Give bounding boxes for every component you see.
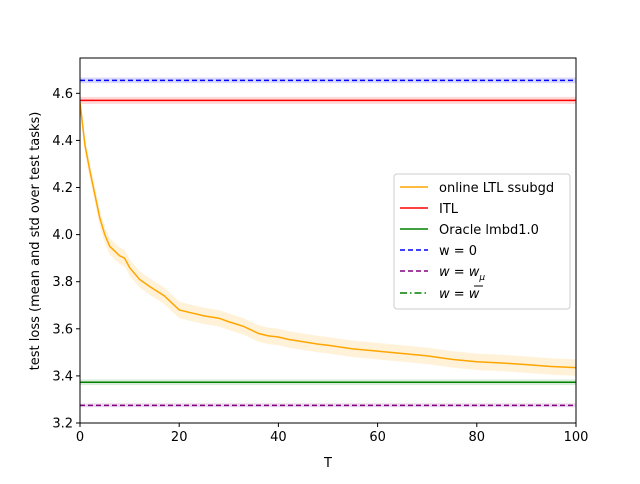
legend-label-itl: ITL — [439, 202, 459, 217]
x-tick-label: 0 — [76, 430, 84, 445]
legend-label-oracle: Oracle lmbd1.0 — [439, 223, 539, 238]
x-tick-label: 40 — [270, 430, 287, 445]
x-tick-label: 100 — [564, 430, 589, 445]
y-tick-label: 4.2 — [52, 181, 73, 196]
x-axis-label: T — [323, 456, 332, 471]
y-axis: 3.2 3.4 3.6 3.8 4.0 4.2 4.4 4.6 — [52, 87, 80, 432]
x-tick-label: 60 — [369, 430, 386, 445]
legend-box — [393, 173, 571, 310]
series-line-online-ltl-ssubgd — [80, 102, 576, 369]
y-tick-label: 4.4 — [52, 134, 73, 149]
y-axis-label: test loss (mean and std over test tasks) — [28, 112, 43, 371]
legend: online LTL ssubgd ITL Oracle lmbd1.0 w =… — [393, 173, 571, 310]
x-axis: 0 20 40 60 80 100 — [76, 423, 589, 445]
legend-label-w-mu: w = wμ — [439, 265, 485, 283]
legend-label-w-mu-sub: μ — [478, 273, 485, 283]
y-tick-label: 3.8 — [52, 275, 73, 290]
series-lines — [80, 79, 576, 407]
y-tick-label: 3.4 — [52, 369, 73, 384]
legend-label-w-bar: w = w — [439, 287, 480, 302]
legend-label-w-mu-main: w = w — [439, 265, 480, 280]
y-tick-label: 3.2 — [52, 417, 73, 432]
legend-label-w-bar-main: w = — [439, 287, 469, 302]
y-tick-label: 4.6 — [52, 87, 73, 102]
x-tick-label: 20 — [171, 430, 188, 445]
y-tick-label: 4.0 — [52, 228, 73, 243]
y-tick-label: 3.6 — [52, 322, 73, 337]
legend-label-online-ltl: online LTL ssubgd — [439, 181, 554, 196]
plot-frame — [79, 57, 577, 424]
x-tick-label: 80 — [469, 430, 486, 445]
legend-label-w-zero: w = 0 — [439, 244, 477, 259]
legend-label-w-bar-w: w — [469, 287, 480, 302]
